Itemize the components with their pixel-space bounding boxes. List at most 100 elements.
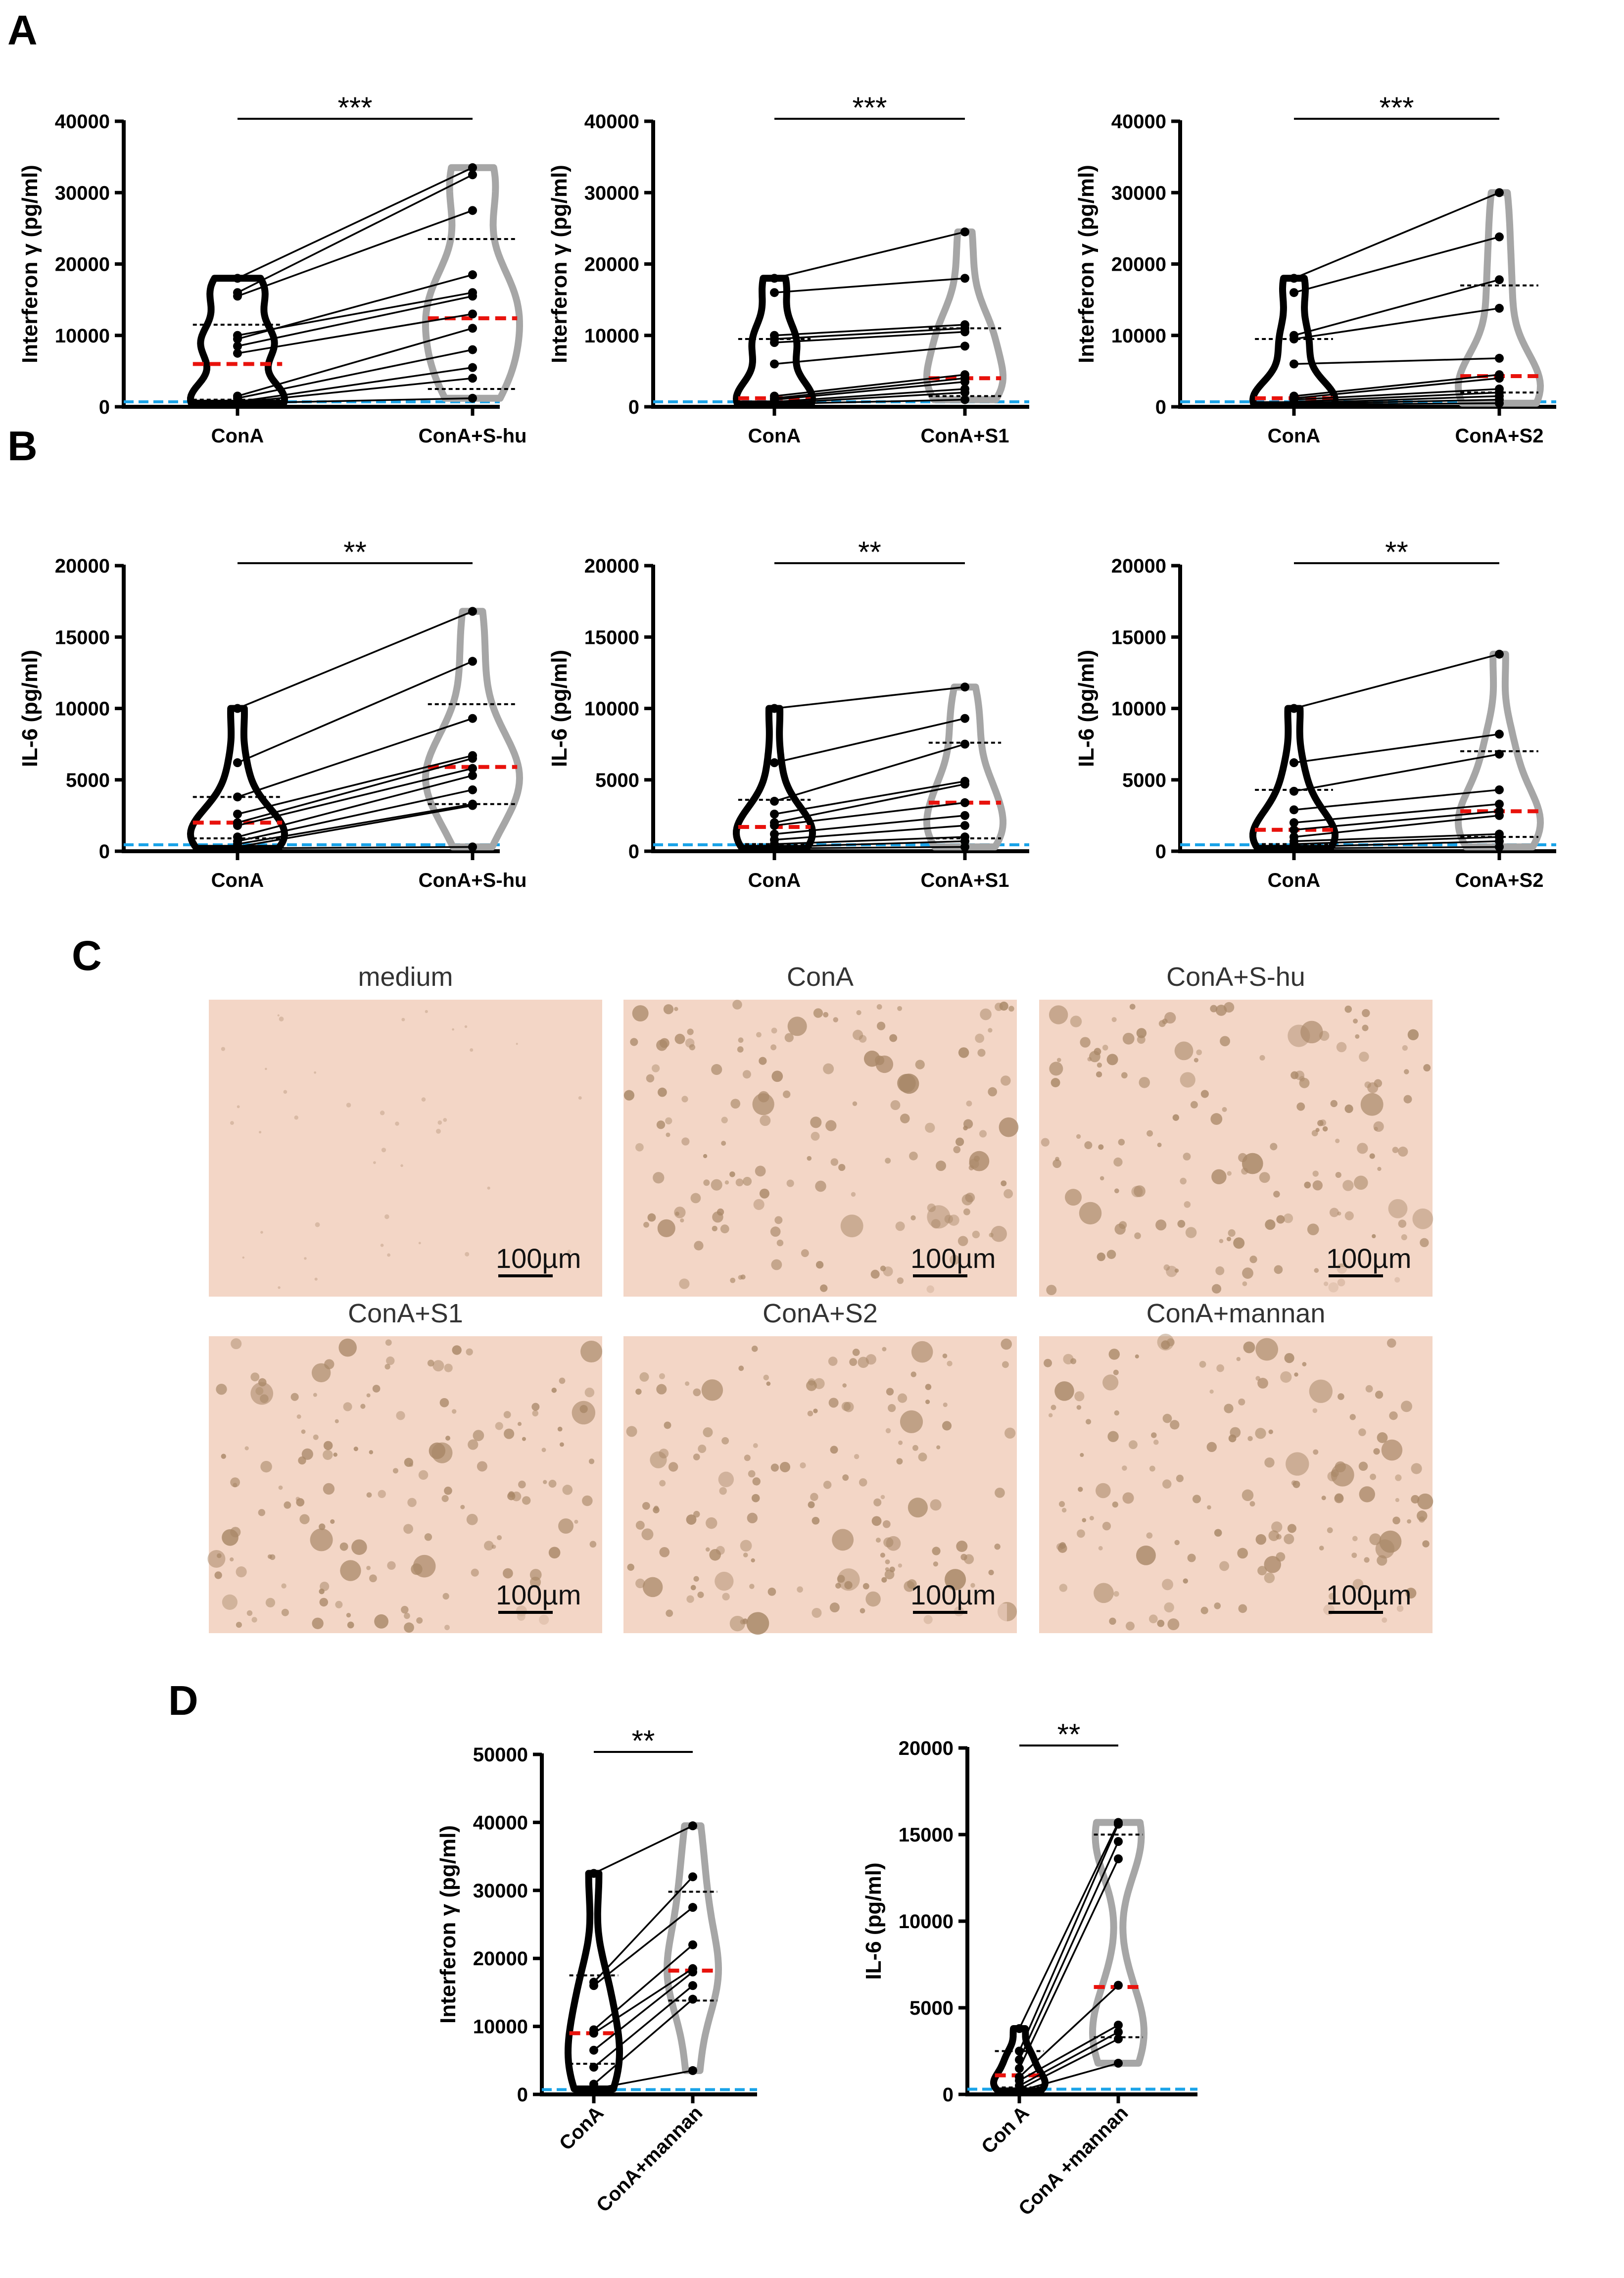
data-point [589, 2063, 598, 2072]
spot [1335, 1138, 1340, 1144]
spot [319, 1598, 329, 1607]
spot [572, 1401, 596, 1425]
spot [897, 1073, 916, 1093]
spot [230, 1477, 240, 1488]
spot [912, 1445, 918, 1451]
data-point [233, 398, 242, 408]
spot [659, 1038, 669, 1048]
pair-line [1018, 1822, 1119, 2029]
spot [1249, 1501, 1255, 1507]
spot [418, 1242, 421, 1245]
spot [471, 1568, 479, 1577]
y-axis-label: IL-6 (pg/ml) [1074, 650, 1099, 767]
spot [1268, 1530, 1280, 1541]
spot [543, 1480, 547, 1484]
data-point [1290, 786, 1298, 796]
spot [936, 1161, 947, 1171]
data-point [960, 682, 969, 692]
y-axis-label: Interferon γ (pg/ml) [18, 165, 42, 363]
pair-line [237, 775, 473, 838]
spot [237, 1105, 240, 1109]
spot [460, 1504, 465, 1509]
spot [330, 1519, 335, 1524]
spot [885, 1559, 890, 1564]
spot [1185, 1227, 1197, 1238]
spot [942, 1421, 952, 1431]
pair-line [237, 660, 473, 764]
spot [810, 1116, 822, 1128]
y-tick-label: 0 [1155, 396, 1166, 418]
spot [484, 1541, 494, 1551]
spot [230, 1527, 241, 1538]
data-point [589, 2045, 598, 2055]
spot [1166, 1265, 1178, 1277]
spot [562, 1485, 573, 1495]
micrograph-6: ConA+mannan 100µm [1039, 1299, 1433, 1633]
category-label: ConA+S-hu [419, 870, 527, 891]
data-point [468, 206, 477, 215]
data-point [1114, 2059, 1123, 2068]
pair-line [1018, 1858, 1119, 2069]
pair-line [774, 231, 965, 280]
spot [1149, 1465, 1155, 1472]
data-point [1015, 2024, 1024, 2033]
spot [1096, 1071, 1102, 1078]
spot [1219, 1561, 1230, 1571]
pair-line [1293, 279, 1500, 337]
pair-line [237, 209, 473, 297]
spot [1084, 1141, 1093, 1150]
spot [1271, 1521, 1283, 1533]
spot [1257, 1378, 1268, 1389]
spot [885, 1428, 891, 1434]
data-point [688, 1872, 697, 1882]
spot [963, 1208, 970, 1215]
spot [642, 1502, 650, 1510]
chart-d-7: 0 10000 20000 30000 40000 50000 Interferon γ (… [436, 1724, 757, 2217]
spot [880, 1495, 885, 1500]
spot [1002, 1361, 1009, 1368]
spot [424, 1533, 432, 1541]
spot [1242, 1267, 1253, 1279]
spot [466, 1513, 478, 1525]
spot [1118, 1139, 1125, 1146]
spot [1315, 1128, 1320, 1132]
spot [369, 1574, 377, 1583]
data-point [960, 821, 969, 830]
spot [207, 1550, 226, 1568]
spot [442, 1593, 449, 1600]
spot [366, 1393, 371, 1398]
data-point [468, 785, 477, 794]
pair-line [1293, 307, 1500, 340]
spot [381, 1148, 386, 1153]
spot [944, 1214, 954, 1224]
spot [1166, 1338, 1175, 1347]
pair-line [1019, 2024, 1119, 2082]
spot [260, 1231, 263, 1234]
spot [531, 1403, 540, 1411]
spot [315, 1222, 320, 1227]
spot [653, 1172, 665, 1184]
data-point [1114, 1820, 1123, 1829]
spot [1122, 1465, 1127, 1471]
data-point [1495, 374, 1504, 383]
spot [656, 1120, 666, 1129]
spot [933, 1561, 939, 1567]
spot [718, 1471, 734, 1488]
spot [1265, 1219, 1276, 1230]
spot [353, 1447, 358, 1452]
spot [999, 1117, 1019, 1137]
spot [1214, 1602, 1221, 1609]
spot [1003, 1189, 1013, 1199]
pair-line [774, 824, 965, 841]
spot [1216, 1364, 1224, 1372]
spot [404, 1457, 414, 1467]
spot [1065, 1189, 1082, 1206]
spot [1322, 1126, 1328, 1132]
spot [742, 1618, 748, 1625]
data-point [468, 324, 477, 333]
spot [760, 1115, 771, 1126]
spot [401, 1605, 409, 1614]
spot [664, 1421, 671, 1429]
y-tick-label: 30000 [55, 182, 110, 204]
micrograph-label: medium [358, 962, 453, 992]
